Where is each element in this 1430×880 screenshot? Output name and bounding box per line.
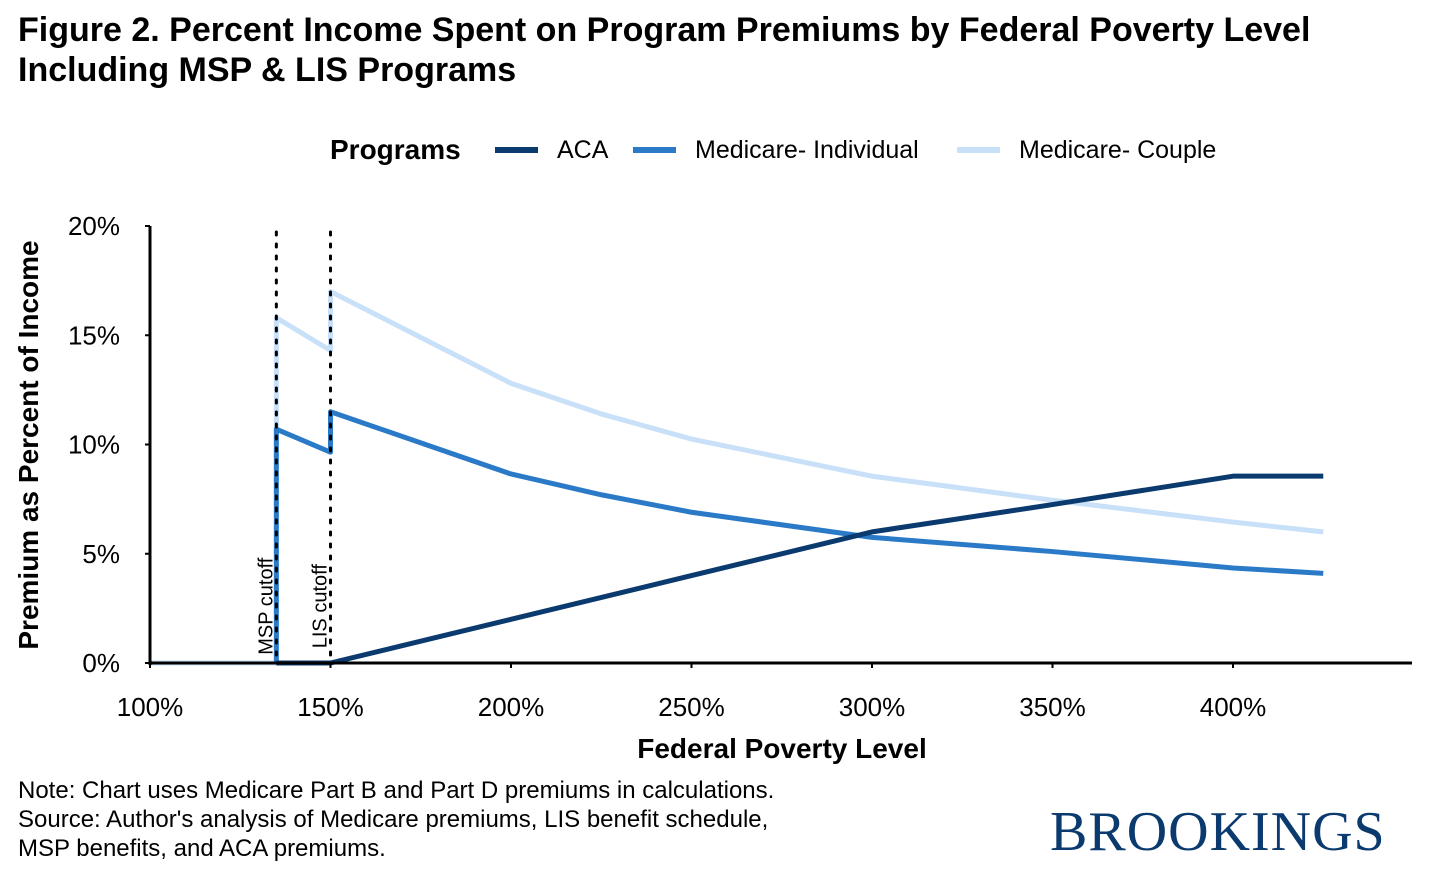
y-tick-label: 20% xyxy=(68,211,120,241)
chart-title: Figure 2. Percent Income Spent on Progra… xyxy=(18,10,1310,90)
legend-title: Programs xyxy=(330,134,461,165)
x-tick-label: 200% xyxy=(478,692,545,722)
series-line-aca xyxy=(276,473,1324,666)
x-axis-label: Federal Poverty Level xyxy=(637,733,926,764)
x-tick-label: 100% xyxy=(117,692,184,722)
y-axis-label: Premium as Percent of Income xyxy=(13,240,44,649)
reference-line-label: MSP cutoff xyxy=(255,557,277,655)
title-line-2: Including MSP & LIS Programs xyxy=(18,51,517,89)
x-tick-label: 300% xyxy=(839,692,906,722)
y-tick-label: 5% xyxy=(82,539,120,569)
y-tick-label: 10% xyxy=(68,430,120,460)
x-tick-label: 250% xyxy=(658,692,725,722)
x-tick-label: 150% xyxy=(297,692,364,722)
y-tick-label: 0% xyxy=(82,648,120,678)
series-line-medicare-individual xyxy=(273,409,1324,663)
y-tick-label: 15% xyxy=(68,320,120,350)
legend-label: Medicare- Couple xyxy=(1019,136,1216,164)
x-tick-label: 350% xyxy=(1019,692,1086,722)
reference-line-label: LIS cutoff xyxy=(310,564,332,649)
chart-notes: Note: Chart uses Medicare Part B and Par… xyxy=(18,776,774,863)
x-tick-label: 400% xyxy=(1200,692,1267,722)
legend-label: Medicare- Individual xyxy=(695,136,919,164)
title-line-1: Figure 2. Percent Income Spent on Progra… xyxy=(18,11,1311,49)
legend-label: ACA xyxy=(557,136,609,164)
note-line: Note: Chart uses Medicare Part B and Par… xyxy=(18,777,775,804)
source-line: Source: Author's analysis of Medicare pr… xyxy=(18,806,769,833)
brookings-logo: BROOKINGS xyxy=(1050,801,1386,863)
source-line: MSP benefits, and ACA premiums. xyxy=(18,835,386,862)
